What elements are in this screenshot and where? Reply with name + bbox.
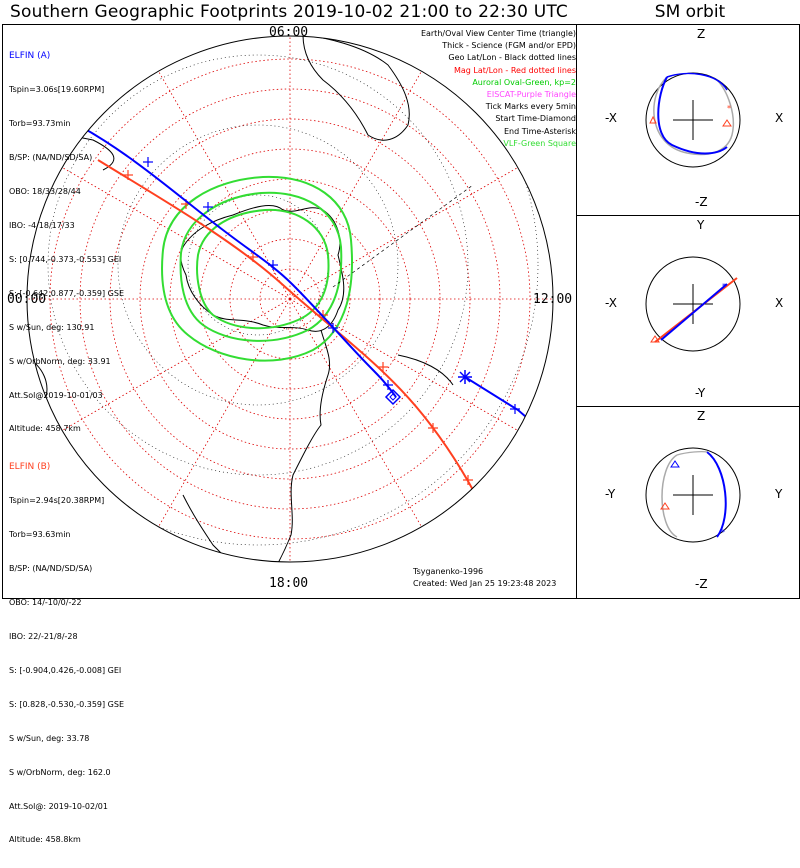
elfin-a-info: ELFIN (A) Tspin=3.06s[19.60RPM] Torb=93.… [9,28,124,457]
elfin-a-line: S: [-0.642,0.877,-0.359] GSE [9,288,124,298]
elfin-a-line: B/SP: (NA/ND/SD/SA) [9,153,93,163]
elfin-b-line: S w/Sun, deg: 33.78 [9,733,90,743]
mlt-label-right: 12:00 [533,292,573,307]
sm1-top-label: Z [697,27,706,41]
legend-entry: Mag Lat/Lon - Red dotted lines [453,65,576,75]
map-legend: Earth/Oval View Center Time (triangle) T… [386,28,576,150]
elfin-b-line: Tspin=2.94s[20.38RPM] [9,496,105,506]
elfin-b-line: Torb=93.63min [9,530,71,540]
legend-entry: Earth/Oval View Center Time (triangle) [420,29,576,38]
sm3-top-label: Z [697,409,706,423]
elfin-a-heading: ELFIN (A) [9,50,51,61]
svg-text:*: * [722,282,726,291]
elfin-a-track [77,124,534,424]
legend-entry: EISCAT-Purple Triangle [486,90,576,100]
view-center-line [332,184,474,288]
legend-entry: VLF-Green Square [503,138,576,148]
elfin-b-line: S w/OrbNorm, deg: 162.0 [9,767,111,777]
sm-panel-yz: * Z -Z -Y Y [576,406,800,599]
created-timestamp: Created: Wed Jan 25 19:23:48 2023 [413,579,557,588]
elfin-a-line: OBO: 18/33/28/44 [9,187,81,197]
elfin-b-line: Att.Sol@: 2019-10-02/01 [9,801,108,811]
auroral-oval [161,175,354,362]
sm2-right-label: X [775,296,784,310]
sm1-bottom-label: -Z [695,195,708,209]
elfin-a-line: S w/Sun, deg: 130.91 [9,322,95,332]
polar-map-panel: 06:00 00:00 12:00 18:00 ELFIN (A) Tspin=… [2,24,577,844]
sm2-top-label: Y [697,218,705,232]
legend-entry: Geo Lat/Lon - Black dotted lines [448,53,576,63]
legend-entry: Auroral Oval-Green, kp=2 [472,77,576,87]
elfin-a-line: S w/OrbNorm, deg: 33.91 [9,356,111,366]
sm-orbit-title: SM orbit [654,2,726,22]
sm2-left-label: -X [605,296,617,310]
sm-panel-xz: * Z -Z -X X [576,24,800,217]
elfin-b-line: Altitude: 458.8km [9,835,81,845]
elfin-b-line: IBO: 22/-21/8/-28 [9,632,78,642]
svg-text:*: * [721,528,725,537]
model-credit: Tsyganenko-1996 [413,567,484,576]
elfin-a-line: S: [0.744,-0.373,-0.553] GEI [9,254,122,264]
start-time-diamond [384,388,402,406]
sm2-bottom-label: -Y [695,386,706,400]
elfin-a-line: IBO: -4/18/17/33 [9,221,75,231]
elfin-b-line: OBO: 14/-10/0/-22 [9,598,82,608]
elfin-b-info: ELFIN (B) Tspin=2.94s[20.38RPM] Torb=93.… [9,439,124,868]
polar-map [26,35,554,563]
sm-panel-xy: * Y -Y -X X [576,215,800,408]
page-title: Southern Geographic Footprints 2019-10-0… [9,2,568,22]
sm3-bottom-label: -Z [695,577,708,591]
elfin-a-line: Att.Sol@2019-10-01/03 [9,390,103,400]
mlt-label-left: 00:00 [7,292,47,307]
elfin-a-line: Tspin=3.06s[19.60RPM] [9,85,105,95]
map-boundary [26,35,554,563]
legend-entry: Tick Marks every 5min [485,102,576,112]
mlt-label-bottom: 18:00 [269,576,309,591]
sm3-right-label: Y [775,487,783,501]
sm3-left-label: -Y [605,487,616,501]
elfin-a-line: Altitude: 458.7km [9,424,81,434]
elfin-b-line: S: [-0.904,0.426,-0.008] GEI [9,665,122,675]
elfin-b-line: S: [0.828,-0.530,-0.359] GSE [9,699,124,709]
legend-entry: End Time-Asterisk [503,126,576,136]
elfin-b-line: B/SP: (NA/ND/SD/SA) [9,564,93,574]
end-time-asterisk [458,370,472,384]
sm1-right-label: X [775,111,784,125]
legend-entry: Thick - Science (FGM and/or EPD) [442,41,576,51]
sm1-left-label: -X [605,111,617,125]
mlt-label-top: 06:00 [269,25,309,40]
legend-entry: Start Time-Diamond [495,114,576,124]
elfin-b-heading: ELFIN (B) [9,461,51,472]
elfin-a-line: Torb=93.73min [9,119,71,129]
svg-text:*: * [727,104,731,113]
